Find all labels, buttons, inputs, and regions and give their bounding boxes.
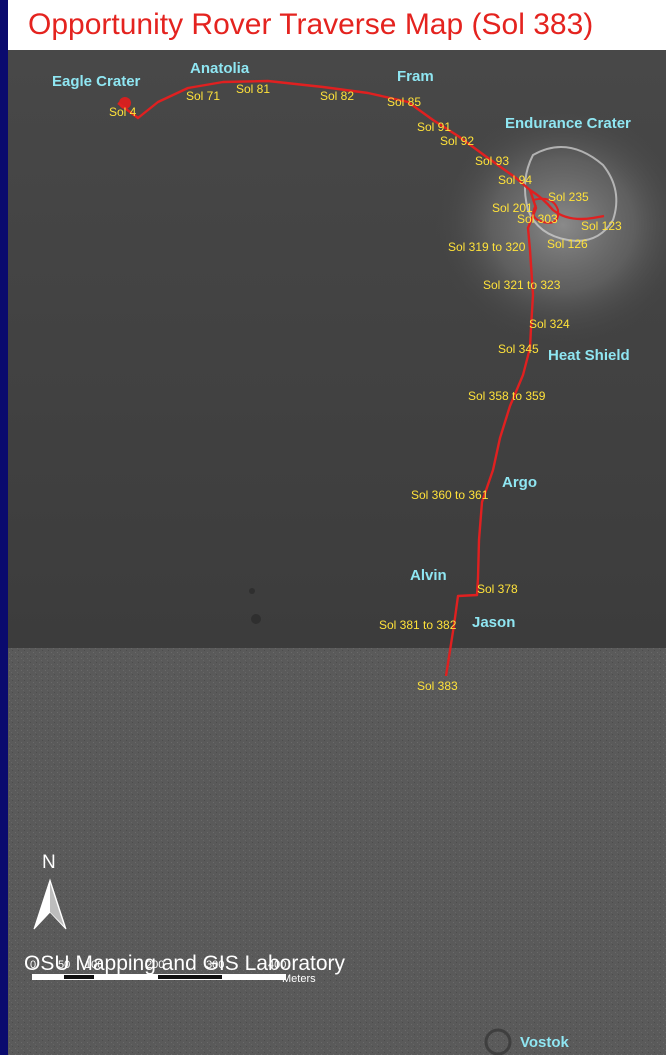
- place-alvin: Alvin: [410, 567, 447, 584]
- place-endurance-crater: Endurance Crater: [505, 115, 631, 132]
- place-jason: Jason: [472, 614, 515, 631]
- sol-label: Sol 321 to 323: [483, 278, 561, 292]
- place-anatolia: Anatolia: [190, 60, 250, 77]
- north-arrow-shade: [50, 883, 64, 926]
- sol-label: Sol 358 to 359: [468, 389, 546, 403]
- terrain-lower: [8, 648, 666, 1055]
- traverse-map: Eagle Crater Anatolia Fram Endurance Cra…: [8, 50, 666, 1055]
- sol-label: Sol 201: [492, 201, 533, 215]
- title-bar: Opportunity Rover Traverse Map (Sol 383): [8, 0, 666, 50]
- sol-label: Sol 92: [440, 134, 474, 148]
- scale-tick-label: 300: [206, 959, 224, 971]
- small-crater: [251, 614, 261, 624]
- map-svg: Eagle Crater Anatolia Fram Endurance Cra…: [8, 50, 666, 1055]
- north-label: N: [42, 852, 56, 873]
- place-heat-shield: Heat Shield: [548, 347, 630, 364]
- traverse-loop: [532, 197, 560, 224]
- sol-label: Sol 383: [417, 679, 458, 693]
- place-argo: Argo: [502, 474, 537, 491]
- sol-label: Sol 71: [186, 89, 220, 103]
- scale-tick-label: 0: [30, 959, 36, 971]
- sol-label: Sol 235: [548, 190, 589, 204]
- credit-text: OSU Mapping and GIS Laboratory: [24, 952, 346, 975]
- sol-label: Sol 345: [498, 342, 539, 356]
- place-eagle-crater: Eagle Crater: [52, 73, 141, 90]
- sol-label: Sol 94: [498, 173, 532, 187]
- vostok-crater: [484, 1028, 512, 1055]
- scale-bar-segment: [64, 975, 94, 979]
- sol-label: Sol 93: [475, 154, 509, 168]
- scale-bar-segment: [158, 975, 222, 979]
- sol-label: Sol 381 to 382: [379, 618, 457, 632]
- sol-label: Sol 126: [547, 237, 588, 251]
- endurance-crater-halo: [433, 105, 666, 345]
- scale-tick-label: 50: [58, 959, 70, 971]
- scale-unit-label: Meters: [282, 973, 316, 985]
- sol-label: Sol 360 to 361: [411, 488, 489, 502]
- traverse-path: [117, 79, 605, 677]
- scale-tick-label: 100: [85, 959, 103, 971]
- endurance-crater-rim: [523, 146, 618, 242]
- sol-label: Sol 324: [529, 317, 570, 331]
- sol-label: Sol 91: [417, 120, 451, 134]
- scale-tick-label: 200: [146, 959, 164, 971]
- place-vostok: Vostok: [520, 1034, 570, 1051]
- place-fram: Fram: [397, 68, 434, 85]
- sol-label: Sol 85: [387, 95, 421, 109]
- sol-label: Sol 82: [320, 89, 354, 103]
- small-crater: [249, 588, 255, 594]
- sol-label: Sol 378: [477, 582, 518, 596]
- sol-label: Sol 123: [581, 219, 622, 233]
- sol-label: Sol 4: [109, 105, 137, 119]
- sol-label: Sol 81: [236, 82, 270, 96]
- scale-tick-label: 400: [268, 959, 286, 971]
- sol-label: Sol 319 to 320: [448, 240, 526, 254]
- map-title: Opportunity Rover Traverse Map (Sol 383): [28, 8, 594, 41]
- sol-label: Sol 303: [517, 212, 558, 226]
